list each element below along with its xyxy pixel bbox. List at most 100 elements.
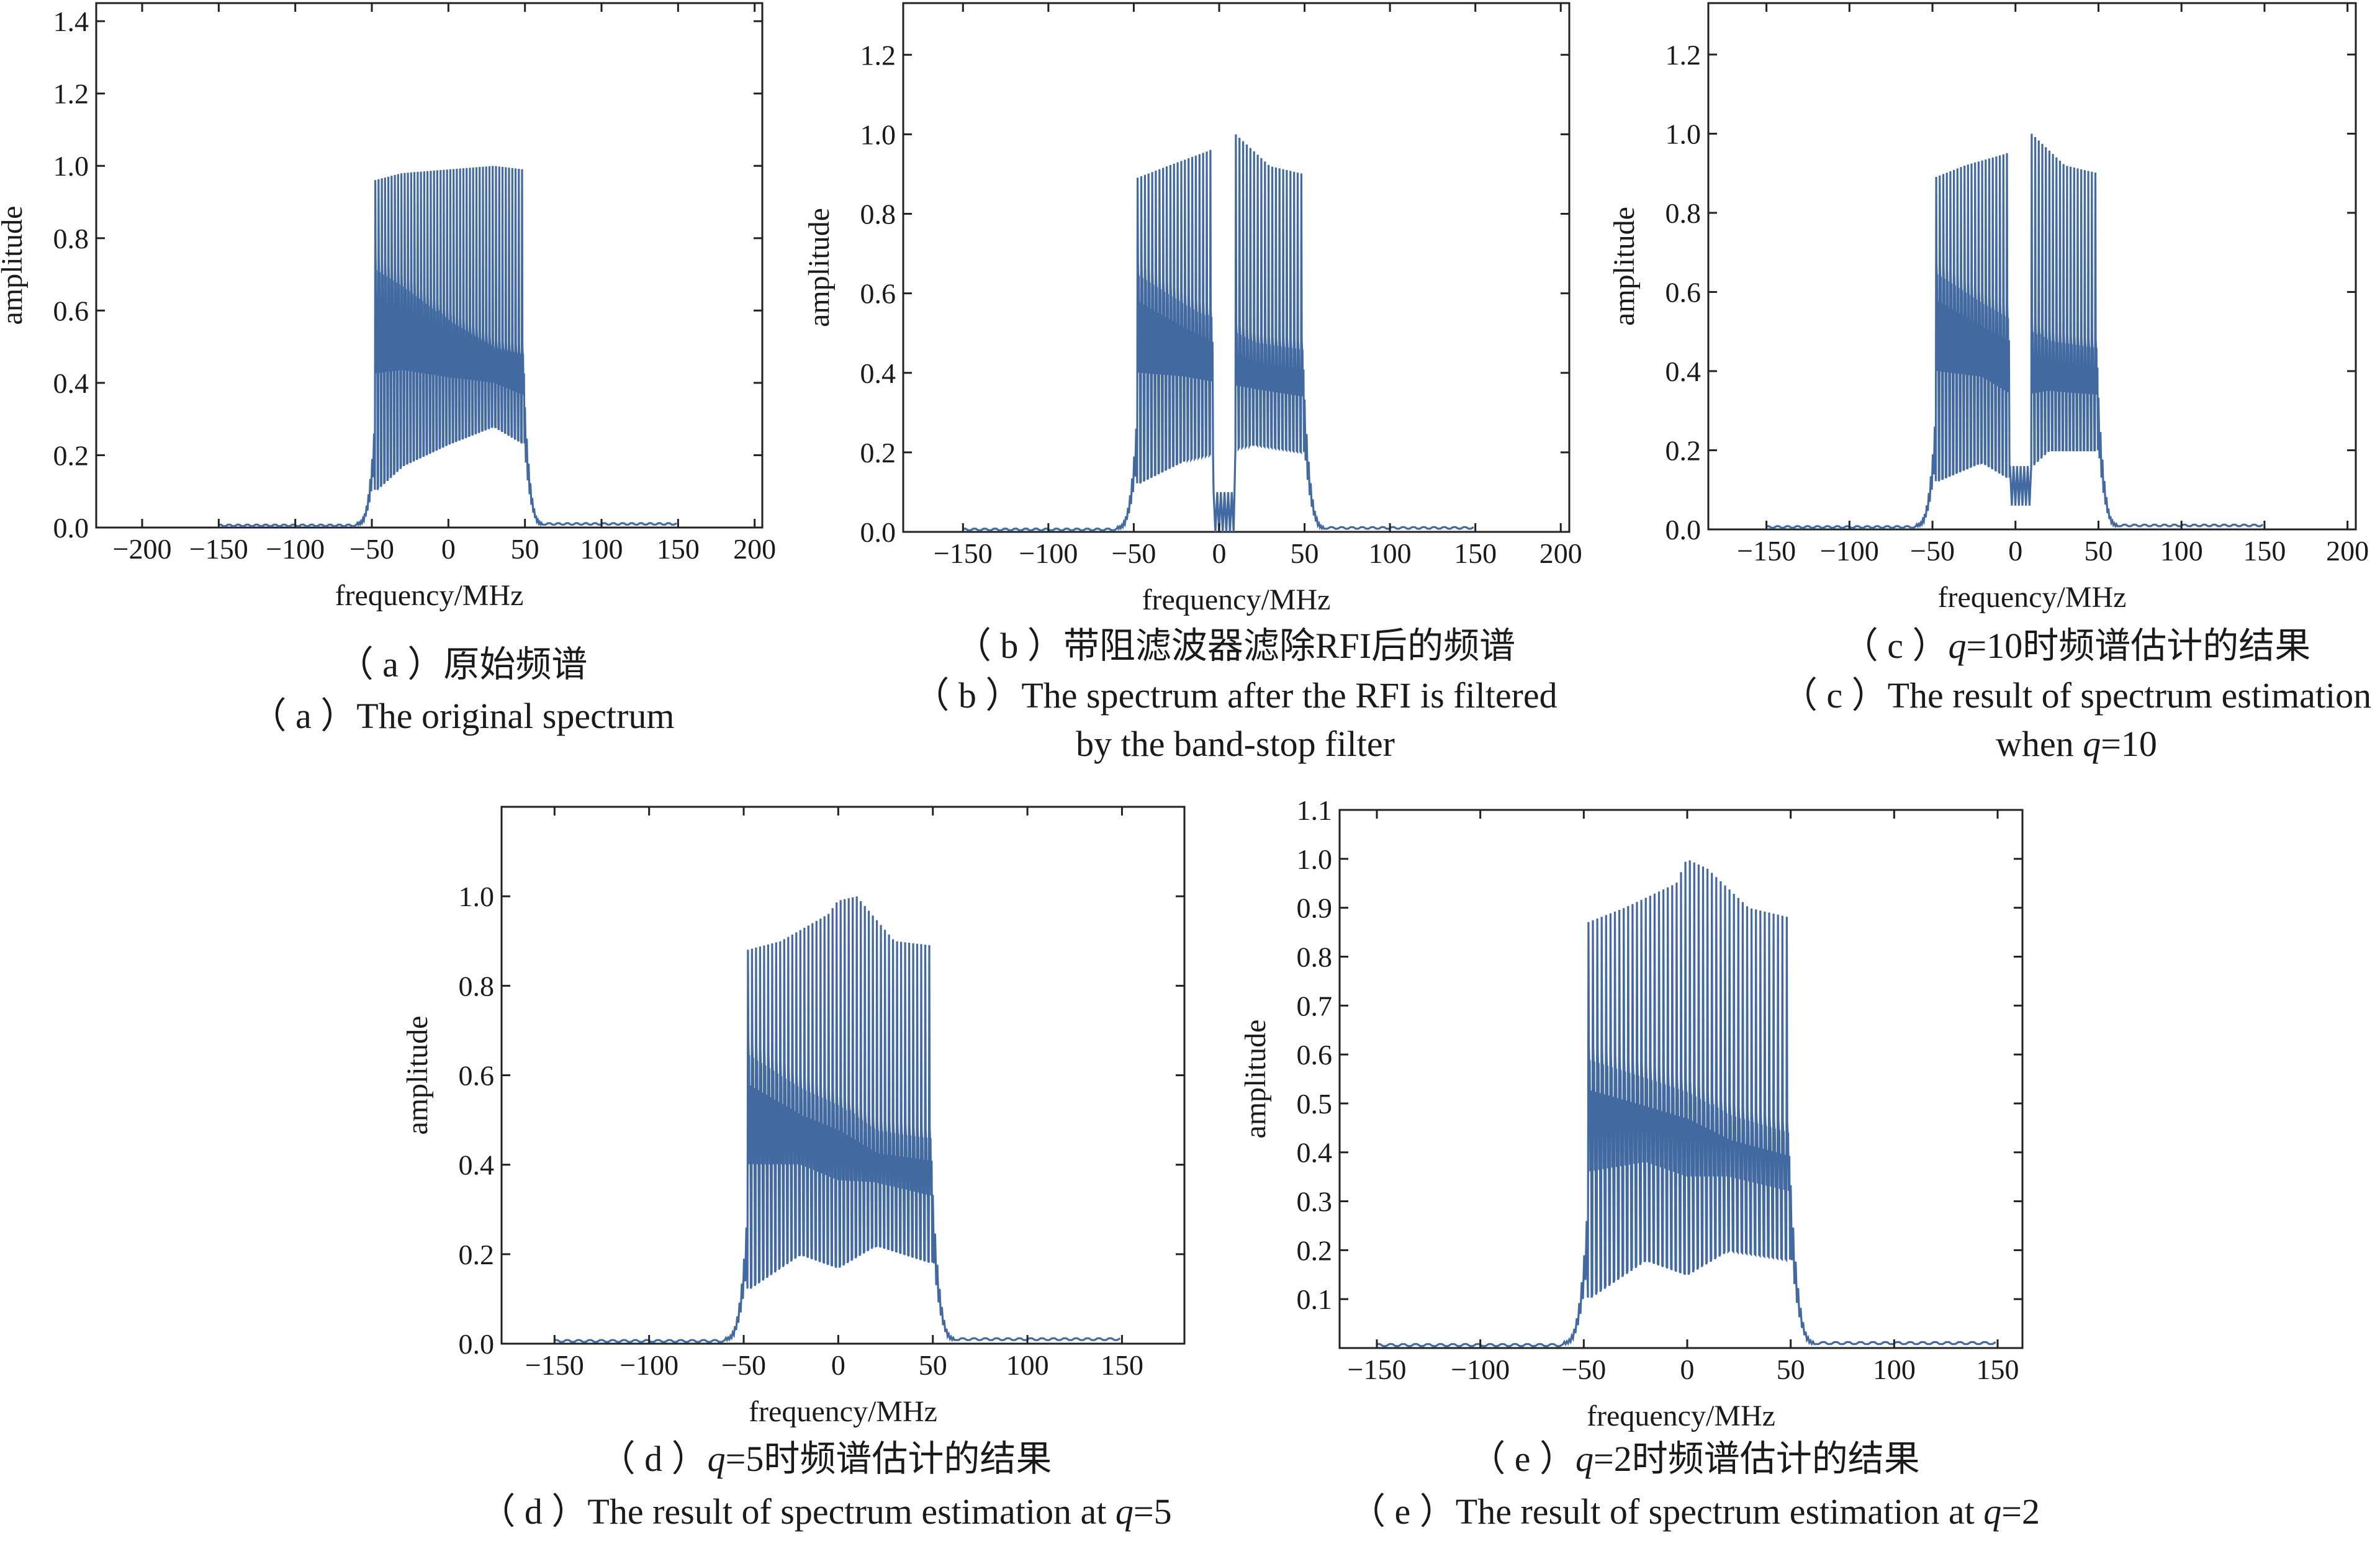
x-tick-label: −100	[1451, 1354, 1510, 1385]
y-axis-label: amplitude	[803, 208, 836, 327]
x-tick-label: 0	[831, 1349, 845, 1381]
x-tick-label: 50	[919, 1349, 947, 1381]
caption-cn: （ d ）q=5时频谱估计的结果	[600, 1439, 1052, 1479]
x-tick-label: 50	[1777, 1354, 1805, 1385]
caption-cn: （ a ）原始频谱	[338, 644, 588, 685]
y-tick-label: 0.4	[459, 1149, 495, 1181]
y-tick-label: 1.2	[860, 39, 896, 71]
x-tick-label: 200	[733, 533, 776, 565]
y-tick-label: 0.2	[1666, 434, 1702, 466]
plot-frame	[1707, 2, 2357, 531]
x-tick-label: −150	[1348, 1354, 1407, 1385]
panel-d: −150 −100 −50 0 50 100 150 0.0 0.2 0.4 0.6 0.8 1.0 fr…	[401, 806, 1186, 1532]
y-tick-label: 1.2	[1666, 39, 1702, 71]
plot-frame	[902, 2, 1571, 533]
caption-en: by the band-stop filter	[1076, 724, 1395, 764]
x-tick-label: 100	[1369, 537, 1412, 569]
x-tick-label: 50	[2084, 535, 2112, 567]
x-tick-label: 50	[1291, 537, 1319, 569]
x-tick-label: −150	[189, 533, 248, 565]
y-tick-label: 1.1	[1297, 794, 1333, 826]
panel-a: −200 −150 −100 −50 0 50 100 150 200 0.0 0.2 0.4 0.6 0…	[0, 2, 776, 736]
x-tick-label: 0	[2008, 535, 2022, 567]
y-tick-label: 0.4	[860, 357, 896, 389]
plot-frame	[95, 2, 764, 529]
y-tick-label: 0.0	[53, 512, 89, 544]
x-tick-label: −150	[1737, 535, 1796, 567]
y-tick-label: 0.2	[459, 1239, 495, 1270]
y-tick-label: 0.8	[53, 223, 89, 254]
x-tick-label: 150	[657, 533, 700, 565]
caption-en: （ d ）The result of spectrum estimation a…	[479, 1491, 1171, 1532]
x-tick-label: 0	[441, 533, 456, 565]
y-tick-label: 0.8	[459, 970, 495, 1002]
y-tick-label: 0.6	[53, 295, 89, 326]
y-tick-label: 0.1	[1297, 1283, 1333, 1315]
x-tick-label: 100	[580, 533, 623, 565]
x-axis-label: frequency/MHz	[1587, 1400, 1775, 1432]
y-tick-label: 0.2	[860, 437, 896, 469]
y-tick-label: 0.2	[53, 439, 89, 471]
caption-cn: （ e ）q=2时频谱估计的结果	[1469, 1439, 1919, 1479]
y-axis-label: amplitude	[1608, 207, 1641, 326]
spectrum-series	[1766, 133, 2264, 529]
caption-en: （ b ）The spectrum after the RFI is filte…	[913, 675, 1557, 716]
x-tick-label: −50	[1910, 535, 1955, 567]
y-tick-label: 1.0	[860, 119, 896, 150]
y-tick-label: 0.4	[1297, 1137, 1333, 1169]
x-tick-label: 0	[1680, 1354, 1695, 1385]
x-tick-label: 150	[2243, 535, 2286, 567]
y-axis-label: amplitude	[401, 1016, 434, 1135]
panel-e: −150 −100 −50 0 50 100 150 0.1 0.2 0.3 0.4 0.5 0.6 0.…	[1239, 794, 2040, 1532]
x-tick-label: −50	[721, 1349, 766, 1381]
y-tick-label: 0.6	[1297, 1039, 1333, 1071]
caption-cn: （ c ）q=10时频谱估计的结果	[1842, 626, 2310, 666]
x-tick-label: −100	[1820, 535, 1879, 567]
y-tick-label: 1.4	[53, 6, 89, 37]
y-tick-label: 0.9	[1297, 892, 1333, 924]
x-tick-label: −100	[620, 1349, 678, 1381]
spectrum-series	[963, 134, 1474, 533]
y-tick-label: 0.6	[459, 1060, 495, 1092]
y-tick-label: 0.4	[53, 367, 89, 399]
y-tick-label: 1.0	[459, 881, 495, 912]
x-tick-label: 100	[2160, 535, 2203, 567]
y-tick-label: 0.6	[860, 278, 896, 310]
y-axis-label: amplitude	[1239, 1020, 1272, 1139]
spectrum-series	[219, 166, 677, 528]
y-tick-label: 0.8	[1297, 941, 1333, 973]
y-tick-label: 0.7	[1297, 990, 1333, 1022]
y-tick-label: 1.0	[1666, 118, 1702, 150]
panel-b: −150 −100 −50 0 50 100 150 200 0.0 0.2 0.4 0.6 0.8 1.…	[803, 2, 1582, 764]
x-tick-label: −50	[349, 533, 394, 565]
y-tick-label: 0.0	[860, 516, 896, 548]
y-tick-label: 0.0	[459, 1328, 495, 1360]
x-tick-label: 100	[1006, 1349, 1049, 1381]
spectrum-series	[554, 896, 1121, 1343]
caption-cn: （ b ）带阻滤波器滤除RFI后的频谱	[955, 626, 1515, 666]
plot-frame	[1338, 809, 2024, 1349]
x-tick-label: 150	[1101, 1349, 1143, 1381]
y-axis-label: amplitude	[0, 206, 29, 325]
x-tick-label: 100	[1873, 1354, 1916, 1385]
x-tick-label: 200	[1539, 537, 1582, 569]
x-axis-label: frequency/MHz	[1142, 583, 1331, 616]
x-tick-label: 0	[1212, 537, 1226, 569]
x-tick-label: −150	[934, 537, 993, 569]
y-tick-label: 0.2	[1297, 1234, 1333, 1266]
y-tick-label: 0.5	[1297, 1088, 1333, 1120]
caption-en: （ c ）The result of spectrum estimation	[1782, 675, 2371, 716]
y-tick-label: 0.4	[1666, 356, 1702, 387]
panel-c: −150 −100 −50 0 50 100 150 200 0.0 0.2 0.4 0.6 0.8 1.…	[1608, 2, 2371, 764]
y-tick-label: 0.8	[860, 199, 896, 230]
x-tick-label: −150	[525, 1349, 584, 1381]
x-tick-label: −100	[266, 533, 325, 565]
caption-en: when q=10	[1996, 724, 2157, 764]
y-tick-label: 1.0	[53, 150, 89, 182]
y-tick-label: 0.0	[1666, 514, 1702, 546]
y-tick-label: 0.8	[1666, 197, 1702, 229]
x-tick-label: 150	[1977, 1354, 2019, 1385]
x-tick-label: 50	[511, 533, 539, 565]
x-tick-label: 150	[1454, 537, 1497, 569]
